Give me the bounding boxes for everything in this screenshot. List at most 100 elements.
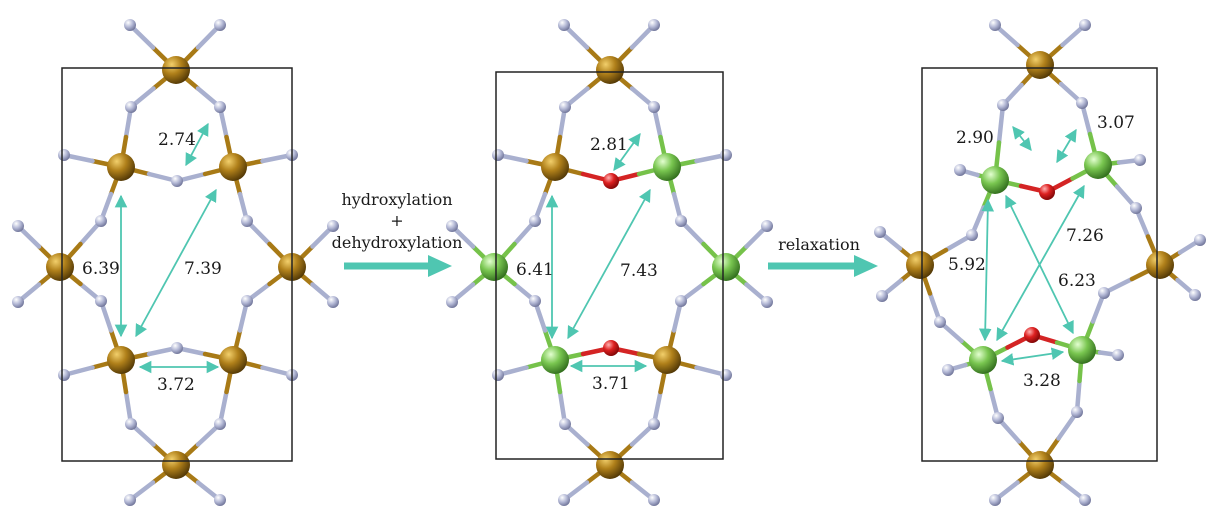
ligand-atom	[1098, 287, 1110, 299]
ligand-atom	[558, 494, 570, 506]
step-1-line-3: dehydroxylation	[332, 233, 463, 252]
distance-label-diag: 7.39	[184, 259, 222, 279]
unit-cell-border	[495, 71, 724, 460]
ligand-atom	[124, 494, 136, 506]
ligand-atom	[934, 316, 946, 328]
distance-arrow-top	[613, 132, 641, 172]
mg-atom	[653, 153, 681, 181]
process-arrow-right-icon	[344, 255, 452, 277]
distance-arrow-diag	[567, 188, 651, 340]
ligand-atom	[1112, 349, 1124, 361]
fe-atom	[1026, 451, 1054, 479]
distance-label-top: 2.74	[158, 130, 196, 150]
distance-arrow-bottom	[1000, 347, 1065, 366]
distance-arrows	[978, 126, 1085, 366]
oxygen-atom	[1039, 184, 1055, 200]
ligand-atom	[171, 342, 183, 354]
distance-arrow-top-b	[1056, 128, 1077, 164]
ligand-atom	[559, 418, 571, 430]
ligand-atom	[1071, 406, 1083, 418]
fe-atom	[906, 251, 934, 279]
ligand-atom	[761, 220, 773, 232]
ligand-atom	[1076, 97, 1088, 109]
distance-label-diag: 7.43	[620, 261, 658, 281]
ligand-atom	[327, 220, 339, 232]
ligand-atom	[558, 19, 570, 31]
panel-dehydroxylated: 2.81 6.41 7.43 3.71	[446, 19, 773, 506]
ligand-atom	[874, 226, 886, 238]
bond	[996, 102, 1006, 145]
ligand-atom	[529, 295, 541, 307]
ligand-atom	[214, 19, 226, 31]
process-arrow-right-icon	[768, 255, 878, 277]
step-1-line-2: +	[390, 211, 403, 230]
ligand-atom	[675, 295, 687, 307]
distance-label-left: 6.39	[82, 259, 120, 279]
distance-label-left: 5.92	[948, 255, 986, 275]
ligand-atom	[997, 99, 1009, 111]
ligand-atom	[125, 418, 137, 430]
mg-atom	[712, 253, 740, 281]
panel-initial: 2.74 6.39 7.39 3.72	[12, 19, 339, 506]
ligand-atom	[446, 296, 458, 308]
distance-label-top-a: 2.90	[956, 128, 994, 148]
ligand-atom	[214, 494, 226, 506]
atom-layer	[12, 19, 339, 506]
mg-atom	[1084, 151, 1112, 179]
distance-arrow-diag	[135, 188, 217, 338]
fe-atom	[162, 56, 190, 84]
distance-arrow-diag-2	[1005, 194, 1074, 335]
mg-atom	[541, 346, 569, 374]
atom-layer	[446, 19, 773, 506]
ligand-atom	[12, 220, 24, 232]
ligand-atom	[1130, 202, 1142, 214]
distance-label-bottom: 3.72	[157, 375, 195, 395]
ligand-atom	[1079, 19, 1091, 31]
distance-label-top: 2.81	[590, 135, 628, 155]
ligand-atom	[529, 215, 541, 227]
ligand-atom	[989, 494, 1001, 506]
ligand-atom	[95, 295, 107, 307]
distance-labels: 2.90 3.07 7.26 5.92 6.23 3.28	[948, 113, 1135, 391]
ligand-atom	[1134, 154, 1146, 166]
mg-atom	[969, 346, 997, 374]
distance-arrow-top-a	[1012, 126, 1032, 151]
ligand-atom	[171, 175, 183, 187]
ligand-atom	[761, 296, 773, 308]
distance-label-bottom: 3.71	[592, 374, 630, 394]
distance-labels: 2.74 6.39 7.39 3.72	[82, 130, 222, 395]
ligand-atom	[876, 290, 888, 302]
process-arrow-head	[854, 255, 878, 277]
fe-atom	[107, 346, 135, 374]
ligand-atom	[989, 19, 1001, 31]
ligand-atom	[58, 369, 70, 381]
ligand-atom	[1194, 234, 1206, 246]
process-arrow-shaft	[768, 262, 858, 270]
process-arrow-head	[428, 255, 452, 277]
ligand-atom	[492, 149, 504, 161]
ligand-atom	[992, 412, 1004, 424]
process-step-2: relaxation	[768, 235, 878, 277]
ligand-atom	[241, 295, 253, 307]
fe-atom	[219, 153, 247, 181]
process-arrow-shaft	[344, 262, 432, 270]
ligand-atom	[125, 101, 137, 113]
fe-atom	[107, 153, 135, 181]
ligand-atom	[559, 101, 571, 113]
fe-atom	[596, 56, 624, 84]
distance-arrows	[114, 122, 220, 374]
distance-labels: 2.81 6.41 7.43 3.71	[516, 135, 658, 394]
oxygen-atom	[1024, 327, 1040, 343]
ligand-atom	[648, 418, 660, 430]
step-2-line-1: relaxation	[778, 235, 860, 254]
ligand-atom	[954, 164, 966, 176]
distance-arrow-top	[185, 122, 209, 167]
unit-cell-border	[61, 67, 293, 462]
unit-cell-border	[921, 67, 1158, 462]
step-1-line-1: hydroxylation	[341, 190, 452, 209]
distance-label-left: 6.41	[516, 260, 554, 280]
panel-relaxed: 2.90 3.07 7.26 5.92 6.23 3.28	[874, 19, 1206, 506]
ligand-atom	[1189, 289, 1201, 301]
fe-atom	[162, 451, 190, 479]
